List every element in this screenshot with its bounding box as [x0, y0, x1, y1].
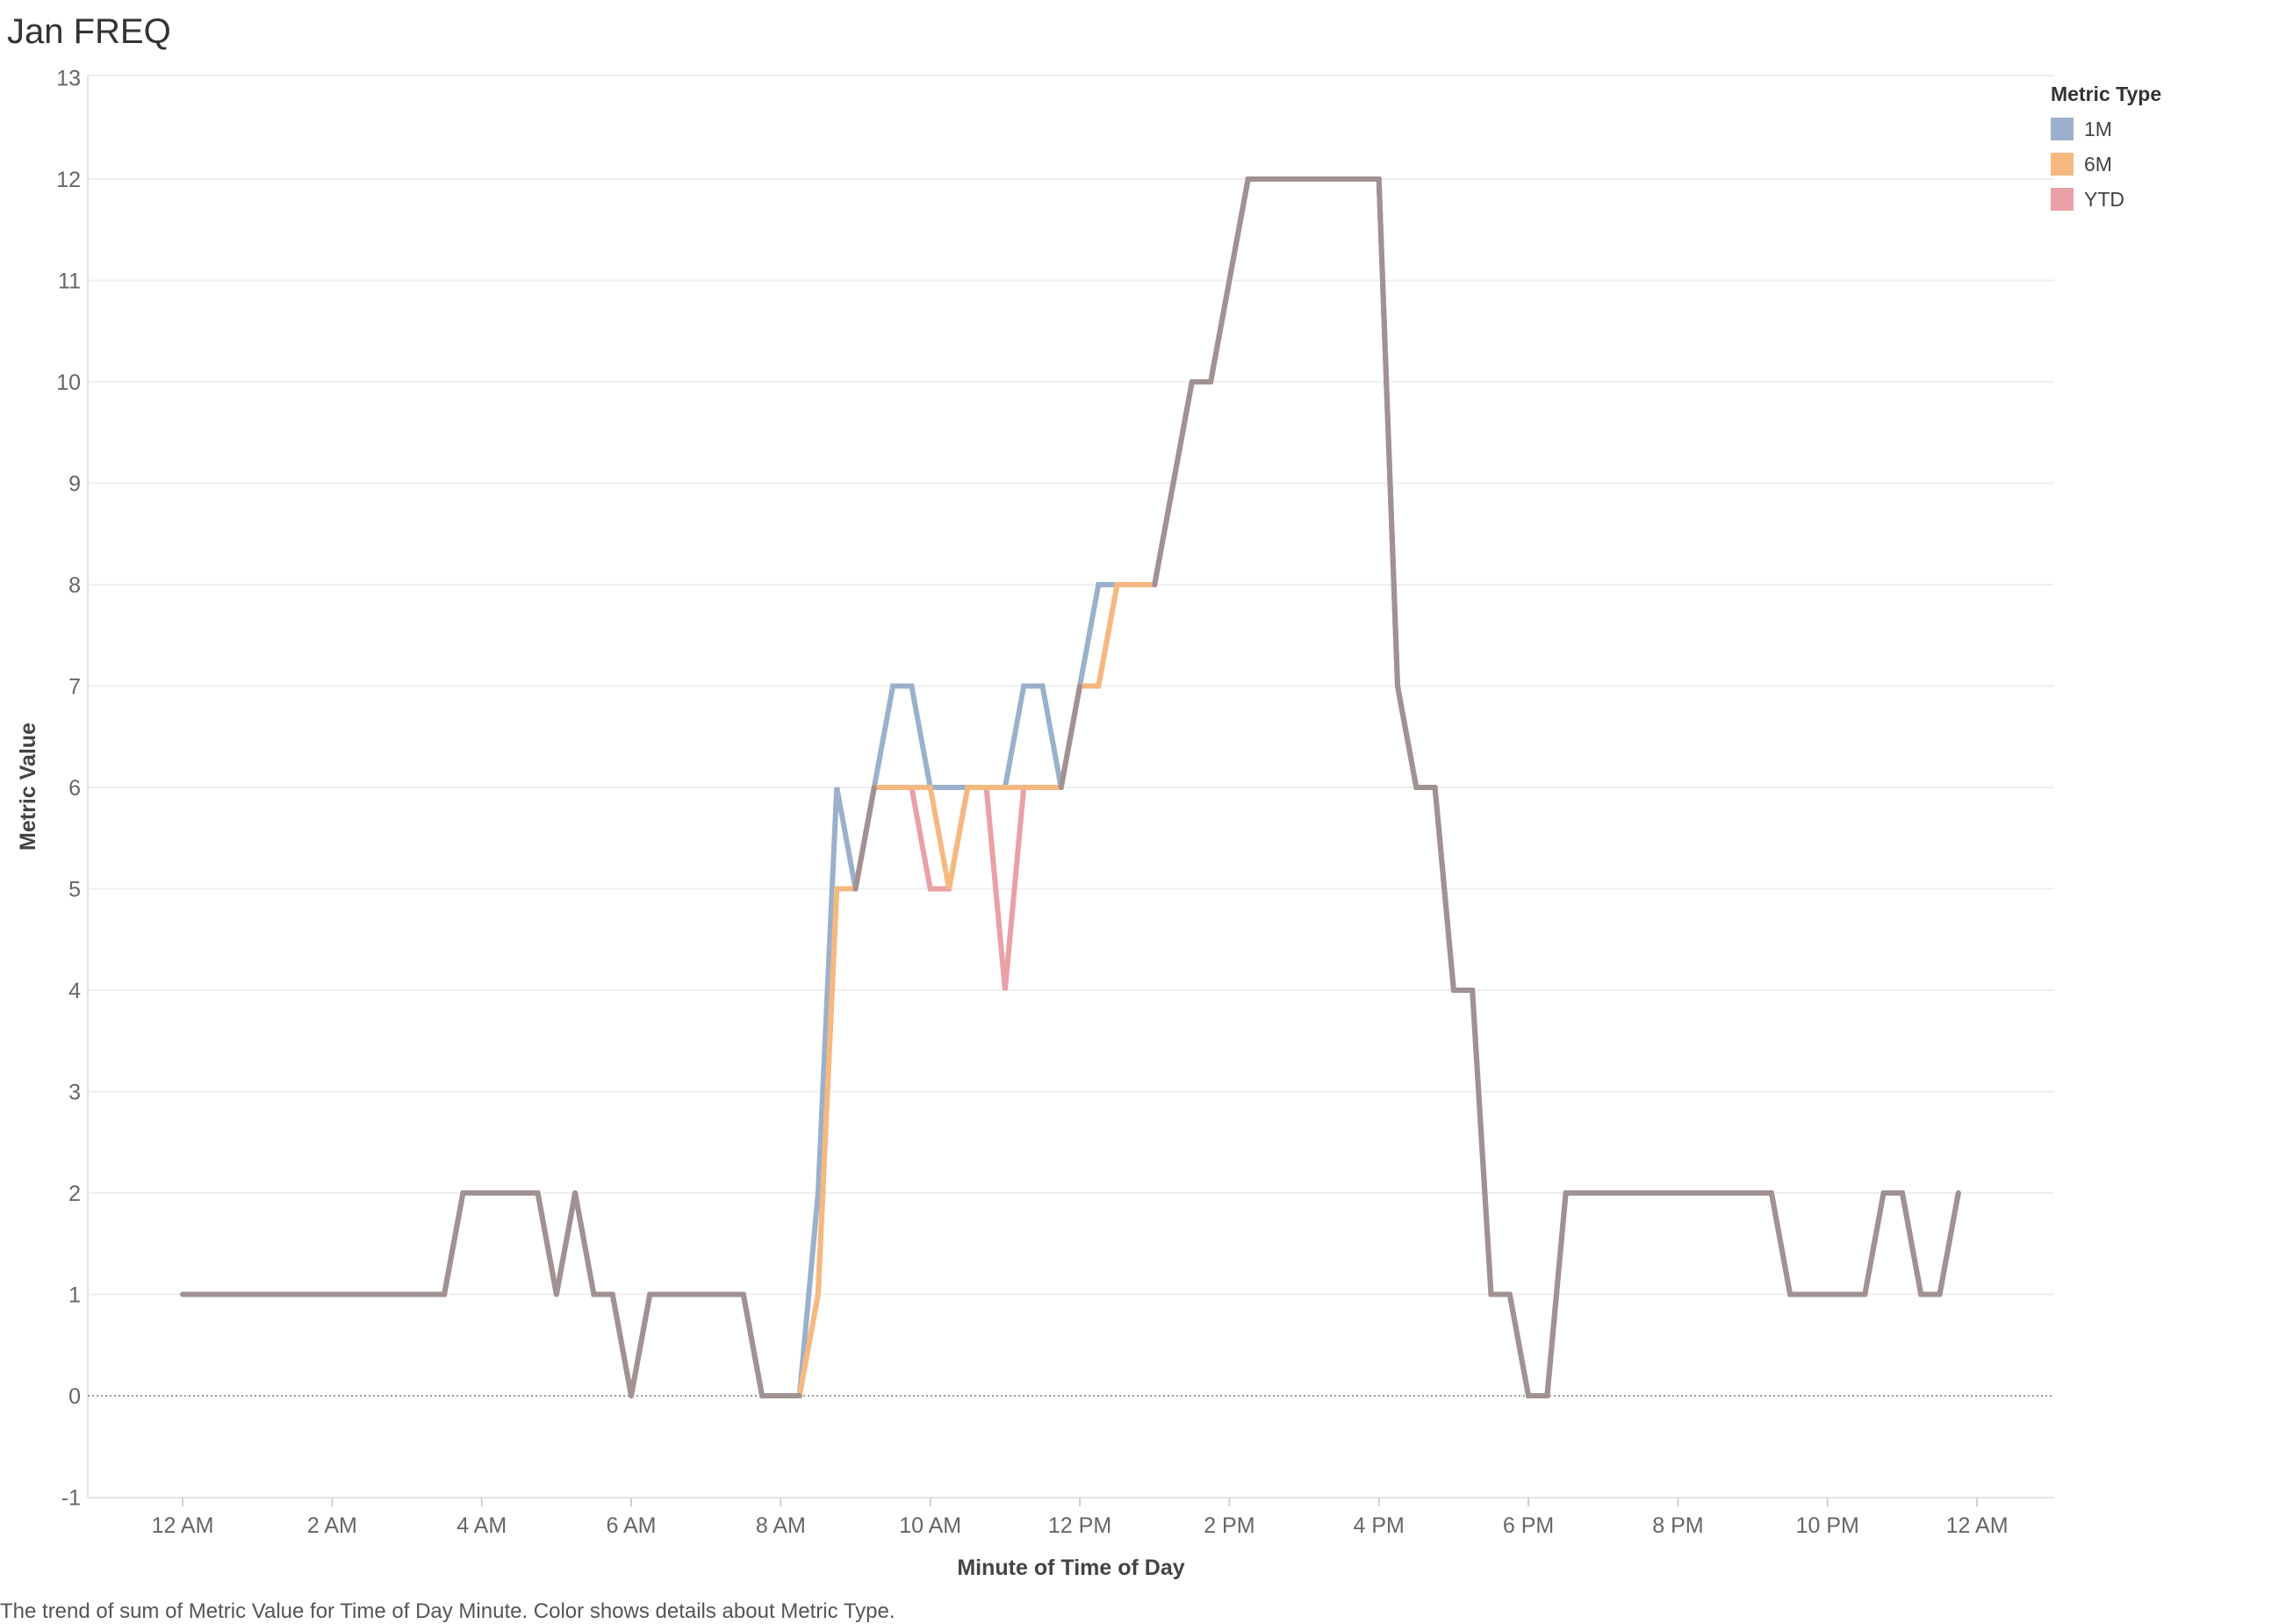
series-overlap-segment: [572, 1190, 597, 1297]
legend[interactable]: Metric Type 1M 6M YTD: [2051, 83, 2161, 217]
y-tick-label: -1: [61, 1486, 81, 1511]
series-overlap-segment: [1395, 683, 1420, 790]
y-axis-title: Metric Value: [16, 722, 40, 851]
y-tick-label: 13: [56, 67, 81, 91]
series-overlap-segment: [1862, 1190, 1887, 1297]
series-overlap-segment: [442, 1190, 466, 1297]
y-tick-label: 1: [68, 1283, 81, 1308]
series-overlap-segment: [629, 1291, 653, 1398]
y-tick-label: 6: [68, 776, 81, 801]
legend-title: Metric Type: [2051, 83, 2162, 105]
y-tick-label: 3: [68, 1081, 81, 1105]
x-tick-label: 10 AM: [899, 1513, 961, 1538]
y-tick-label: 8: [68, 573, 81, 598]
y-tick-label: 11: [58, 269, 81, 294]
series-overlap-segment: [535, 1190, 559, 1297]
series-overlap-segment: [1506, 1291, 1532, 1398]
legend-swatch-1m: [2051, 118, 2074, 140]
x-tick-label: 12 AM: [152, 1513, 214, 1538]
chart-caption: The trend of sum of Metric Value for Tim…: [0, 1599, 895, 1623]
series-overlap-segment: [1470, 988, 1494, 1297]
series-overlap-segment: [1208, 176, 1251, 384]
x-tick-label: 8 AM: [756, 1513, 806, 1538]
x-tick-label: 6 PM: [1503, 1513, 1554, 1538]
y-tick-label: 4: [68, 979, 81, 1003]
legend-item-6m[interactable]: 6M: [2051, 147, 2161, 182]
series-overlap-segment: [1899, 1190, 1924, 1297]
y-tick-label: 10: [56, 370, 81, 395]
x-tick-label: 10 PM: [1796, 1513, 1859, 1538]
legend-item-1m[interactable]: 1M: [2051, 111, 2161, 147]
series-overlap-segment: [609, 1291, 635, 1398]
series-overlap-segment: [1937, 1190, 1961, 1297]
chart-title: Jan FREQ: [7, 12, 171, 51]
y-tick-label: 7: [68, 675, 81, 700]
y-tick-label: 12: [56, 168, 81, 192]
x-tick-label: 2 PM: [1204, 1513, 1254, 1538]
y-tick-label: 2: [68, 1182, 81, 1206]
legend-label-6m: 6M: [2084, 152, 2112, 176]
series-overlap-segment: [852, 785, 877, 892]
series-overlap-segment: [1376, 176, 1401, 689]
series-overlap-segment: [553, 1190, 579, 1297]
x-tick-label: 12 AM: [1946, 1513, 2009, 1538]
series-overlap-segment: [1768, 1190, 1793, 1297]
legend-swatch-6m: [2051, 153, 2074, 176]
series-overlap-segment: [1544, 1190, 1569, 1398]
x-axis-title: Minute of Time of Day: [957, 1556, 1184, 1580]
x-tick-label: 4 PM: [1354, 1513, 1405, 1538]
series-overlap-segment: [1152, 379, 1195, 587]
legend-label-1m: 1M: [2084, 117, 2112, 140]
x-tick-label: 4 AM: [456, 1513, 507, 1538]
x-tick-label: 12 PM: [1048, 1513, 1111, 1538]
legend-item-ytd[interactable]: YTD: [2051, 182, 2161, 217]
x-tick-label: 8 PM: [1652, 1513, 1703, 1538]
series-overlap-segment: [1058, 683, 1083, 790]
y-tick-label: 5: [68, 878, 81, 902]
series-overlap-segment: [740, 1291, 766, 1398]
y-tick-label: 9: [68, 472, 81, 497]
legend-label-ytd: YTD: [2084, 187, 2124, 211]
x-tick-label: 6 AM: [607, 1513, 657, 1538]
legend-swatch-ytd: [2051, 188, 2074, 211]
series-group: [180, 176, 1961, 1398]
x-tick-label: 2 AM: [307, 1513, 357, 1538]
y-tick-label: 0: [68, 1384, 81, 1409]
series-overlap-segment: [1432, 785, 1456, 993]
